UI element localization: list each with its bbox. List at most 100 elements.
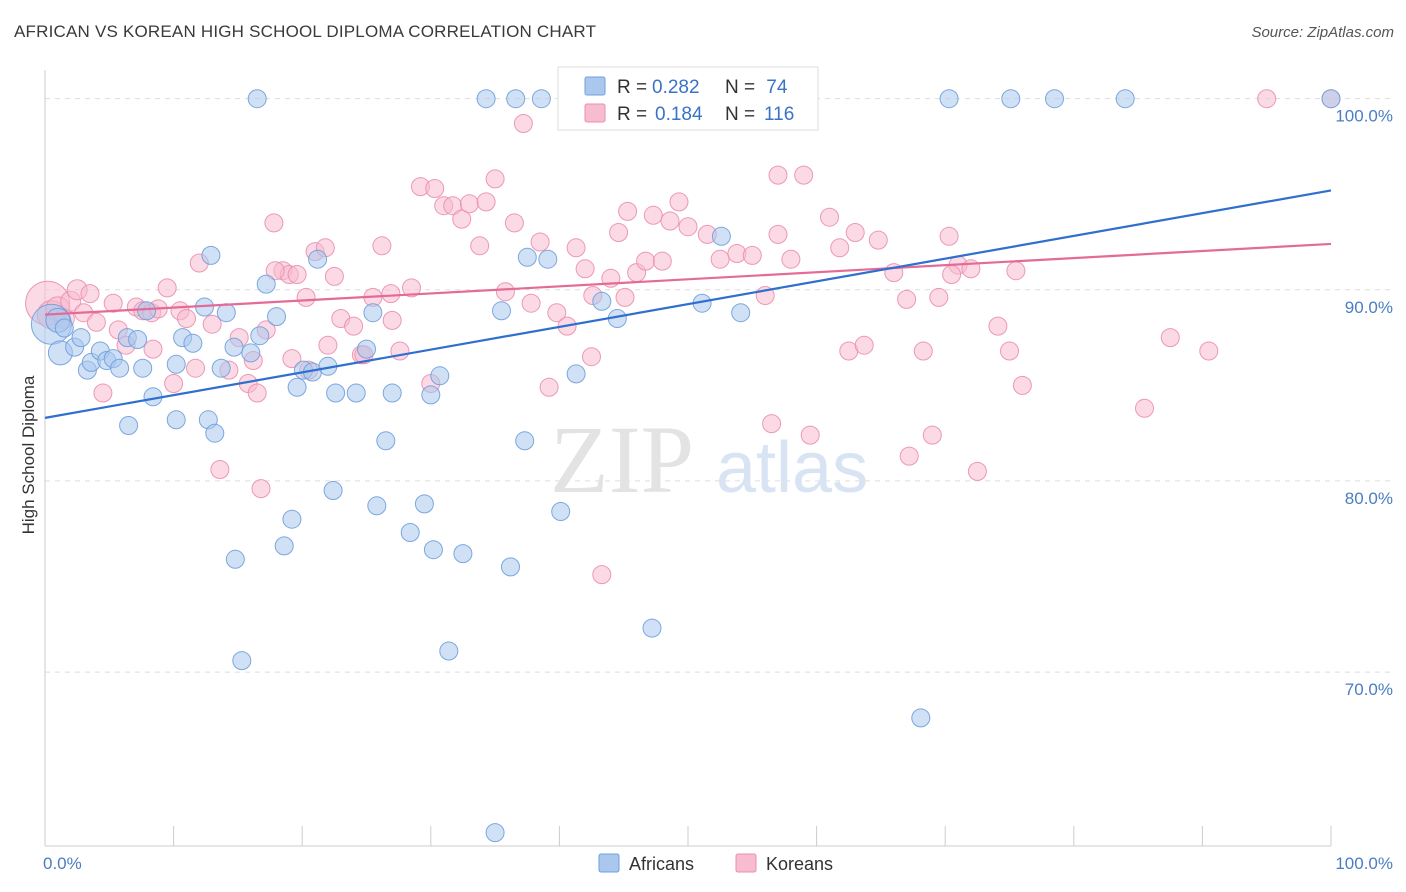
africans-point <box>205 423 225 443</box>
africans-point <box>506 89 526 109</box>
koreans-point <box>157 278 177 298</box>
koreans-point <box>93 383 113 403</box>
koreans-point <box>296 287 316 307</box>
africans-point <box>128 330 148 349</box>
watermark-zip: ZIP <box>550 406 694 513</box>
africans-point <box>430 366 450 386</box>
koreans-point <box>794 165 814 185</box>
koreans-point <box>592 565 612 585</box>
koreans-point <box>539 377 559 397</box>
legend-koreans-label: Koreans <box>766 854 833 874</box>
africans-point <box>110 358 130 378</box>
x-tick-label-min: 0.0% <box>43 854 82 873</box>
koreans-point <box>86 312 106 332</box>
africans-point <box>357 339 376 359</box>
y-axis-title: High School Diploma <box>19 375 38 534</box>
africans-point <box>492 301 511 321</box>
africans-point <box>250 326 270 346</box>
koreans-point <box>513 114 533 133</box>
koreans-point <box>913 341 933 361</box>
africans-point <box>911 708 931 728</box>
legend-r-value-koreans: 0.184 <box>655 104 703 125</box>
africans-point <box>400 523 420 542</box>
koreans-point <box>324 266 344 286</box>
africans-point <box>453 544 473 564</box>
koreans-point <box>485 169 505 189</box>
africans-point <box>476 89 496 109</box>
koreans-point <box>967 461 987 481</box>
koreans-point <box>768 165 788 185</box>
y-tick-labels: 100.0% 90.0% 80.0% 70.0% <box>1335 107 1393 699</box>
africans-point <box>346 383 366 403</box>
africans-point <box>71 328 91 348</box>
chart-source: Source: ZipAtlas.com <box>1251 24 1394 41</box>
koreans-point <box>781 249 801 269</box>
koreans-point <box>547 303 567 323</box>
africans-point <box>133 358 153 378</box>
africans-point <box>287 377 307 397</box>
koreans-point <box>897 289 917 309</box>
koreans-point <box>582 347 601 367</box>
koreans-point <box>939 226 959 246</box>
koreans-point <box>452 209 472 229</box>
koreans-point <box>1006 261 1026 281</box>
koreans-point <box>186 358 205 378</box>
africans-point <box>367 496 387 516</box>
koreans-point <box>103 293 123 313</box>
koreans-point <box>678 217 698 237</box>
koreans-point <box>476 192 496 212</box>
africans-point <box>54 318 74 338</box>
koreans-trend-line <box>44 242 1332 316</box>
koreans-points <box>25 89 1341 585</box>
africans-point <box>711 226 731 246</box>
koreans-point <box>820 207 839 227</box>
africans-point <box>376 431 396 451</box>
legend-n-label-africans: N = <box>725 77 760 98</box>
africans-point <box>939 89 959 109</box>
koreans-point <box>800 425 820 445</box>
series-legend: Africans Koreans <box>598 853 833 874</box>
koreans-point <box>521 293 541 313</box>
koreans-point <box>282 349 302 369</box>
koreans-point <box>459 194 479 214</box>
koreans-point <box>922 425 942 445</box>
koreans-point <box>742 245 762 265</box>
koreans-point <box>264 213 284 233</box>
koreans-point <box>988 316 1008 336</box>
africans-point <box>531 89 551 109</box>
y-tick-label: 100.0% <box>1335 107 1393 126</box>
africans-point <box>166 410 186 430</box>
legend-africans-label: Africans <box>629 854 694 874</box>
africans-point <box>274 536 294 556</box>
africans-point <box>241 343 261 363</box>
koreans-point <box>830 238 850 258</box>
koreans-point <box>575 259 595 279</box>
koreans-point <box>372 236 392 256</box>
koreans-point <box>1257 89 1277 109</box>
koreans-point <box>1000 341 1019 361</box>
koreans-point <box>381 284 401 304</box>
legend-r-label-africans: R = <box>617 77 652 98</box>
koreans-point <box>929 287 949 307</box>
koreans-point <box>669 192 689 212</box>
africans-point <box>592 291 612 311</box>
africans-point <box>247 89 267 109</box>
watermark-atlas: atlas <box>716 428 868 508</box>
chart-title: AFRICAN VS KOREAN HIGH SCHOOL DIPLOMA CO… <box>14 22 597 41</box>
koreans-point <box>710 249 730 269</box>
koreans-point <box>164 374 184 393</box>
africans-point <box>211 358 231 378</box>
africans-point <box>166 354 186 374</box>
africans-swatch <box>584 76 606 96</box>
africans-point <box>382 383 402 403</box>
x-tick-label-max: 100.0% <box>1335 854 1393 873</box>
africans-point <box>566 364 586 384</box>
africans-trend-line <box>44 189 1332 419</box>
africans-point <box>414 494 434 514</box>
legend-r-value-africans: 0.282 <box>652 77 700 98</box>
legend-koreans-swatch <box>735 853 757 873</box>
koreans-point <box>470 236 490 256</box>
y-tick-label: 80.0% <box>1345 489 1393 508</box>
africans-point <box>326 383 346 403</box>
africans-point <box>517 247 537 267</box>
